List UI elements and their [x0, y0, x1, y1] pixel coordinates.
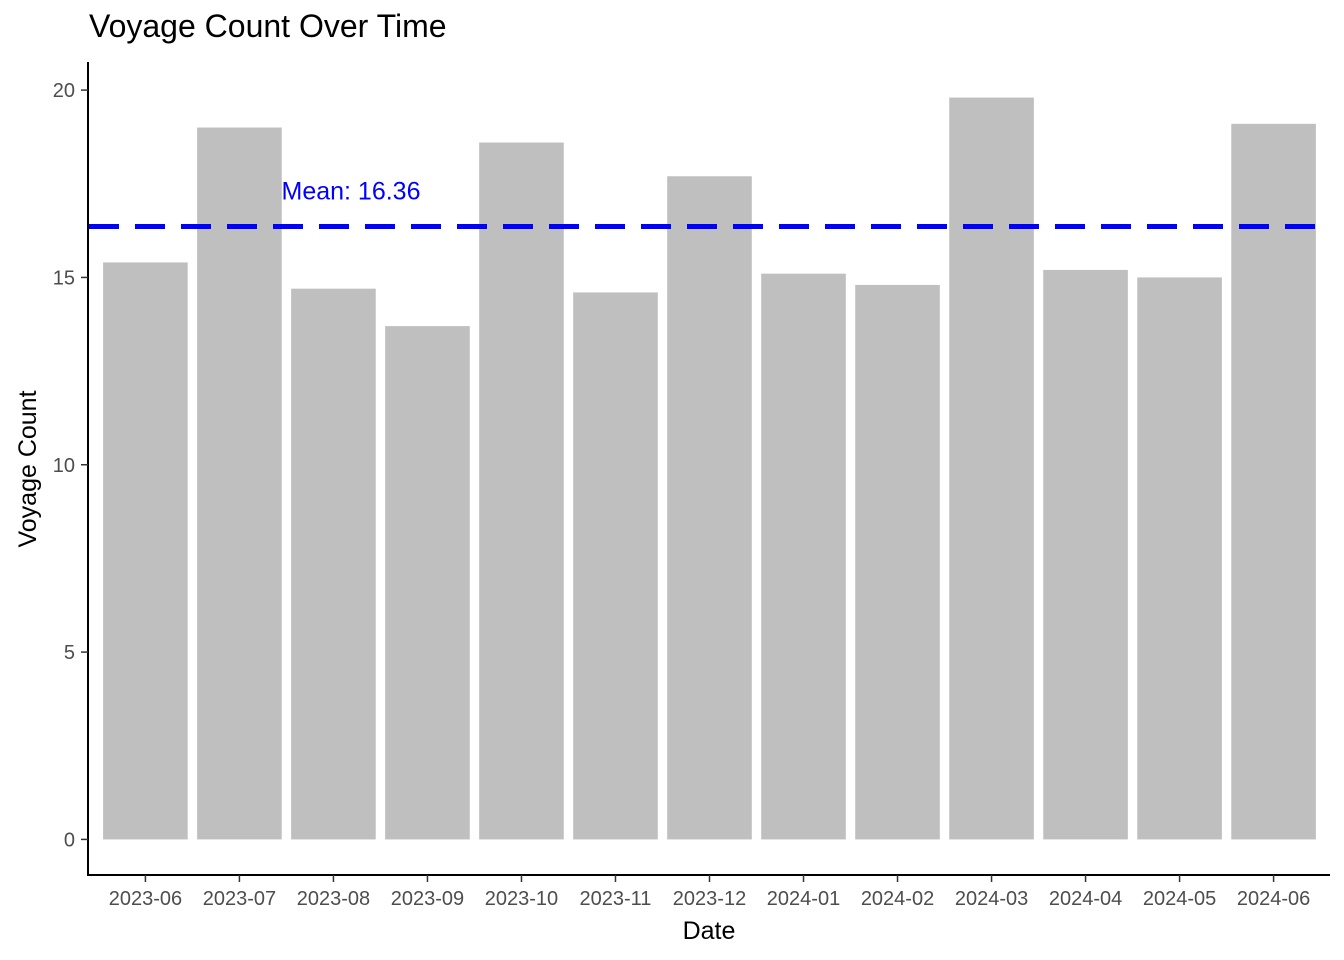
chart-title: Voyage Count Over Time [89, 8, 447, 44]
bar-2023-06 [103, 262, 188, 840]
y-tick-label-5: 5 [64, 642, 75, 664]
x-tick-label-2024-04: 2024-04 [1049, 888, 1122, 910]
x-tick-label-2023-06: 2023-06 [109, 888, 182, 910]
x-tick-label-2023-10: 2023-10 [485, 888, 558, 910]
x-axis-title: Date [683, 917, 736, 945]
y-tick-label-15: 15 [53, 267, 75, 289]
x-tick-label-2024-02: 2024-02 [861, 888, 934, 910]
x-tick-label-2024-05: 2024-05 [1143, 888, 1216, 910]
bar-2024-04 [1043, 269, 1128, 840]
bar-2023-08 [291, 288, 376, 840]
x-tick-label-2024-01: 2024-01 [767, 888, 840, 910]
y-tick-label-0: 0 [64, 829, 75, 851]
bar-2023-10 [479, 142, 564, 840]
bar-2023-09 [385, 326, 470, 840]
mean-label: Mean: 16.36 [282, 177, 421, 205]
x-tick-label-2023-12: 2023-12 [673, 888, 746, 910]
y-tick-label-10: 10 [53, 455, 75, 477]
bar-2024-01 [761, 273, 846, 840]
bar-2024-02 [855, 284, 940, 840]
x-tick-label-2023-07: 2023-07 [203, 888, 276, 910]
y-axis: 0 5 10 15 20 [53, 62, 89, 876]
bar-2024-05 [1137, 277, 1222, 840]
y-tick-label-20: 20 [53, 80, 75, 102]
bar-2023-07 [197, 127, 282, 840]
bar-2023-11 [573, 292, 658, 840]
bar-2024-06 [1231, 123, 1316, 840]
x-tick-label-2023-08: 2023-08 [297, 888, 370, 910]
bar-2024-03 [949, 97, 1034, 840]
mean-reference: Mean: 16.36 [89, 177, 1330, 229]
bar-2023-12 [667, 176, 752, 840]
y-axis-title: Voyage Count [14, 390, 42, 547]
x-tick-label-2023-09: 2023-09 [391, 888, 464, 910]
x-axis: 2023-06 2023-07 2023-08 2023-09 2023-10 2023-… [88, 874, 1330, 910]
bars-group [103, 97, 1316, 840]
x-tick-label-2024-06: 2024-06 [1237, 888, 1310, 910]
x-tick-label-2023-11: 2023-11 [580, 888, 652, 910]
x-tick-label-2024-03: 2024-03 [955, 888, 1028, 910]
